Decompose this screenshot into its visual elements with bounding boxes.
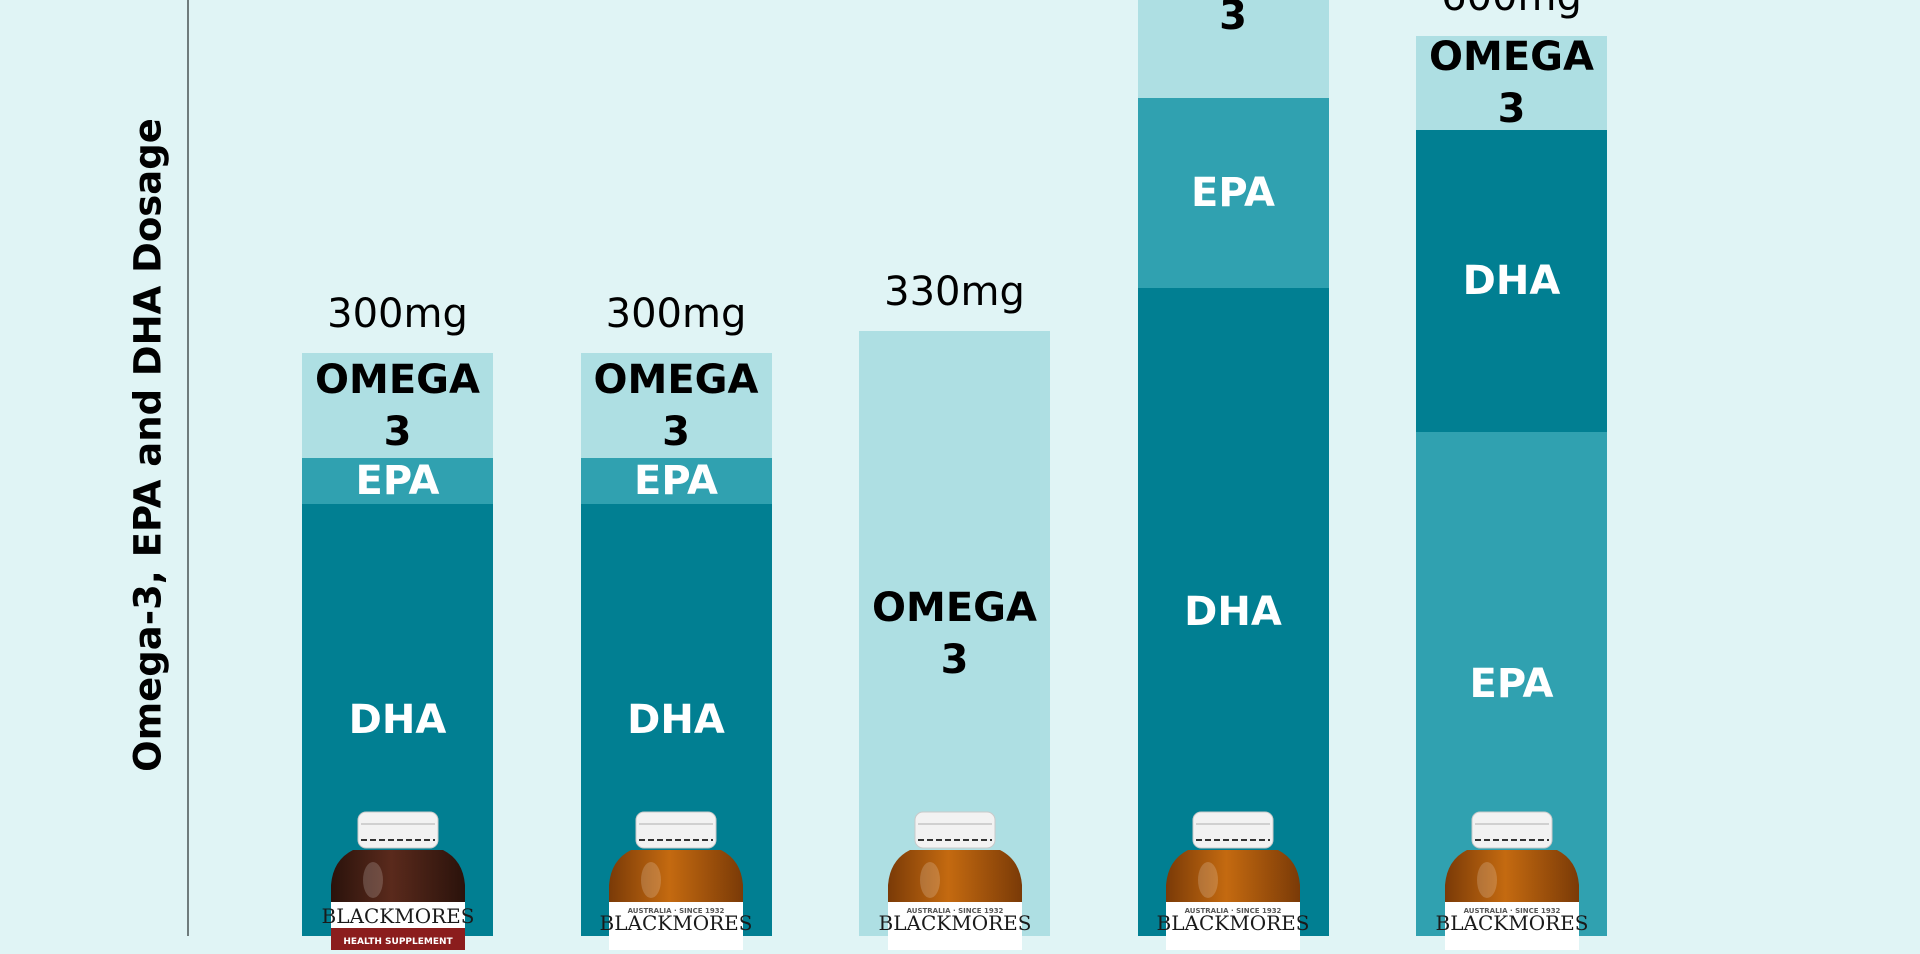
segment-label: DHA: [627, 697, 725, 743]
segment-label: EPA: [1469, 661, 1554, 707]
total-label: 330mg: [884, 269, 1025, 316]
segment-epa: EPA: [302, 458, 493, 504]
segment-label: DHA: [348, 697, 447, 743]
segment-label: EPA: [1191, 170, 1275, 217]
total-label: 300mg: [605, 290, 747, 337]
bottle-tagline: AUSTRALIA · SINCE 1932: [1463, 907, 1560, 915]
product-bottle: AUSTRALIA · SINCE 1932 BLACKMORES: [870, 810, 1040, 954]
segment-label: EPA: [355, 458, 440, 505]
segment-label: EPA: [634, 458, 718, 505]
y-axis-title: Omega-3, EPA and DHA Dosage: [126, 118, 170, 772]
bottle-cap-icon: [1471, 811, 1552, 849]
bar-2: DHA EPA OMEGA 3 300mg AUSTRALIA · SINCE 1932…: [580, 291, 772, 950]
product-bottle: AUSTRALIA · SINCE 1932 BLACKMORES: [1427, 810, 1597, 954]
bar-3: OMEGA 3 330mg AUSTRALIA · SINCE 1932 BLACK…: [859, 269, 1050, 950]
bar-1: DHA EPA OMEGA 3 300mg HEALTH SUPPLEMENT BLAC…: [302, 291, 493, 950]
product-bottle: AUSTRALIA · SINCE 1932 BLACKMORES: [591, 810, 761, 954]
bottle-cap-icon: [635, 811, 717, 849]
bottle-tagline: AUSTRALIA · SINCE 1932: [906, 907, 1003, 915]
bottle-brand: BLACKMORES: [1157, 911, 1310, 935]
bottle-tagline: AUSTRALIA · SINCE 1932: [1185, 907, 1282, 915]
segment-epa: EPA: [1137, 98, 1329, 288]
bottle-cap-icon: [1192, 811, 1274, 849]
segment-epa: EPA: [580, 458, 772, 505]
product-bottle: HEALTH SUPPLEMENT BLACKMORES: [313, 810, 483, 954]
bottle-cap-icon: [357, 811, 438, 849]
segment-dha: DHA: [1416, 129, 1607, 432]
segment-label: DHA: [1462, 257, 1561, 304]
bottle-brand: BLACKMORES: [1435, 911, 1588, 935]
bottle-tagline: HEALTH SUPPLEMENT: [343, 937, 453, 947]
bottle-cap-icon: [914, 811, 995, 849]
product-bottle: AUSTRALIA · SINCE 1932 BLACKMORES: [1148, 810, 1318, 954]
total-label: 600mg: [1416, 0, 1607, 20]
bottle-brand: BLACKMORES: [321, 904, 474, 928]
y-axis-line: [187, 0, 189, 936]
total-label: 300mg: [327, 290, 468, 337]
segment-label: DHA: [1184, 589, 1282, 635]
bottle-brand: BLACKMORES: [878, 911, 1031, 935]
bottle-tagline: AUSTRALIA · SINCE 1932: [628, 907, 725, 915]
bottle-brand: BLACKMORES: [600, 911, 753, 935]
